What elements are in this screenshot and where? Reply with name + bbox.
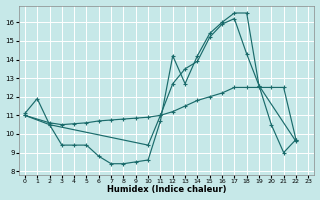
X-axis label: Humidex (Indice chaleur): Humidex (Indice chaleur) [107, 185, 226, 194]
